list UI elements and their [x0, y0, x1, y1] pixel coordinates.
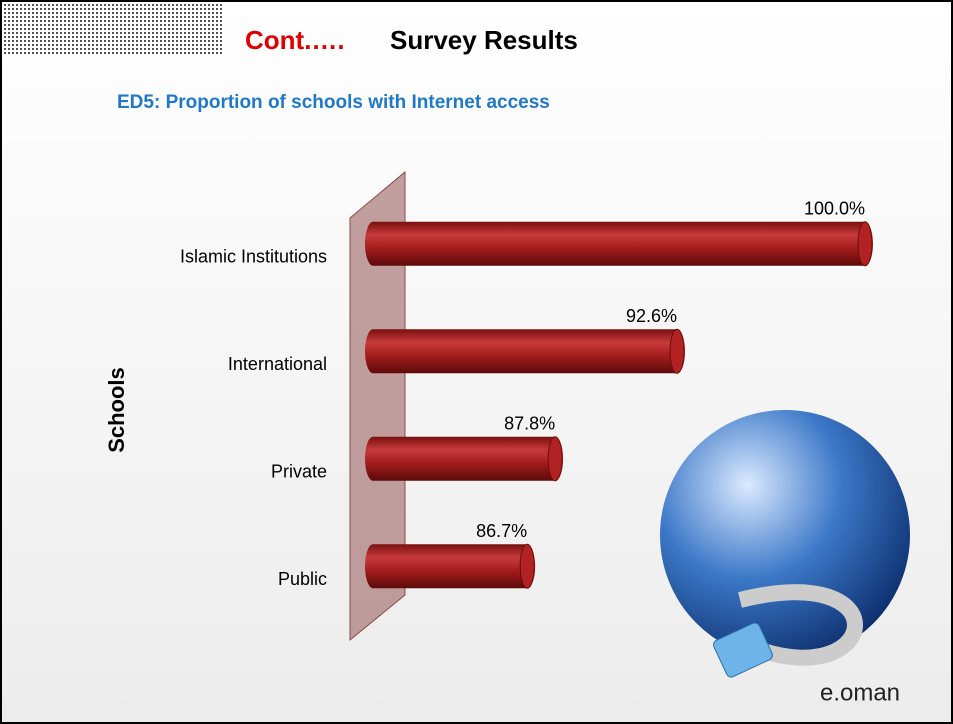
bar	[365, 544, 536, 589]
category-label: International	[228, 354, 327, 374]
value-label: 92.6%	[626, 306, 677, 326]
logo: e.oman	[820, 679, 900, 706]
title: Cont.….	[245, 25, 345, 55]
category-label: Public	[278, 569, 327, 589]
globe-icon	[660, 410, 910, 678]
title-suffix: Survey Results	[390, 25, 578, 55]
category-label: Islamic Institutions	[180, 247, 327, 267]
y-axis-label: Schools	[104, 367, 129, 453]
subtitle: ED5: Proportion of schools with Internet…	[117, 92, 550, 113]
dot-pattern	[2, 2, 222, 54]
value-label: 86.7%	[476, 521, 527, 541]
bar	[365, 329, 686, 374]
back-wall	[349, 170, 406, 642]
bar	[365, 436, 564, 481]
bar	[365, 221, 873, 266]
bar-end	[857, 221, 873, 267]
value-label: 100.0%	[804, 199, 865, 219]
category-label: Private	[271, 462, 327, 482]
bar-end	[669, 328, 685, 374]
value-label: 87.8%	[504, 414, 555, 434]
bar-end	[547, 436, 563, 482]
bar-end	[519, 543, 535, 589]
